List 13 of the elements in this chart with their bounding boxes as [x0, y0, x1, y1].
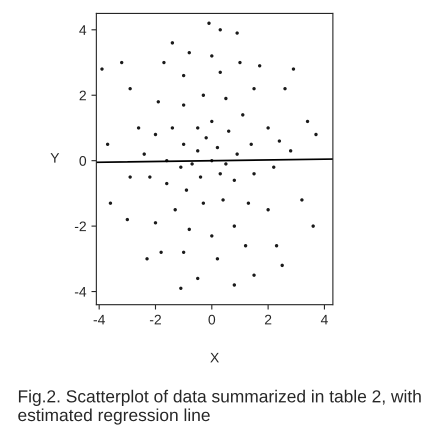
y-tick-label: 2: [80, 90, 86, 100]
x-tick-label: -2: [150, 314, 161, 324]
caption: Fig.2. Scatterplot of data summarized in table 2, with estimated regression line: [18, 390, 421, 425]
x-axis-title: X: [210, 352, 219, 362]
x-tick-label: 0: [208, 314, 216, 325]
x-tick-label: 4: [320, 314, 328, 324]
y-tick-label: -2: [74, 221, 86, 232]
x-tick-label: -4: [94, 314, 105, 324]
y-tick-label: 0: [79, 156, 86, 166]
y-tick-label: -4: [74, 287, 86, 297]
y-tick-label: 4: [79, 25, 86, 35]
y-axis-title: Y: [50, 153, 60, 163]
x-tick-label: 2: [264, 314, 272, 324]
